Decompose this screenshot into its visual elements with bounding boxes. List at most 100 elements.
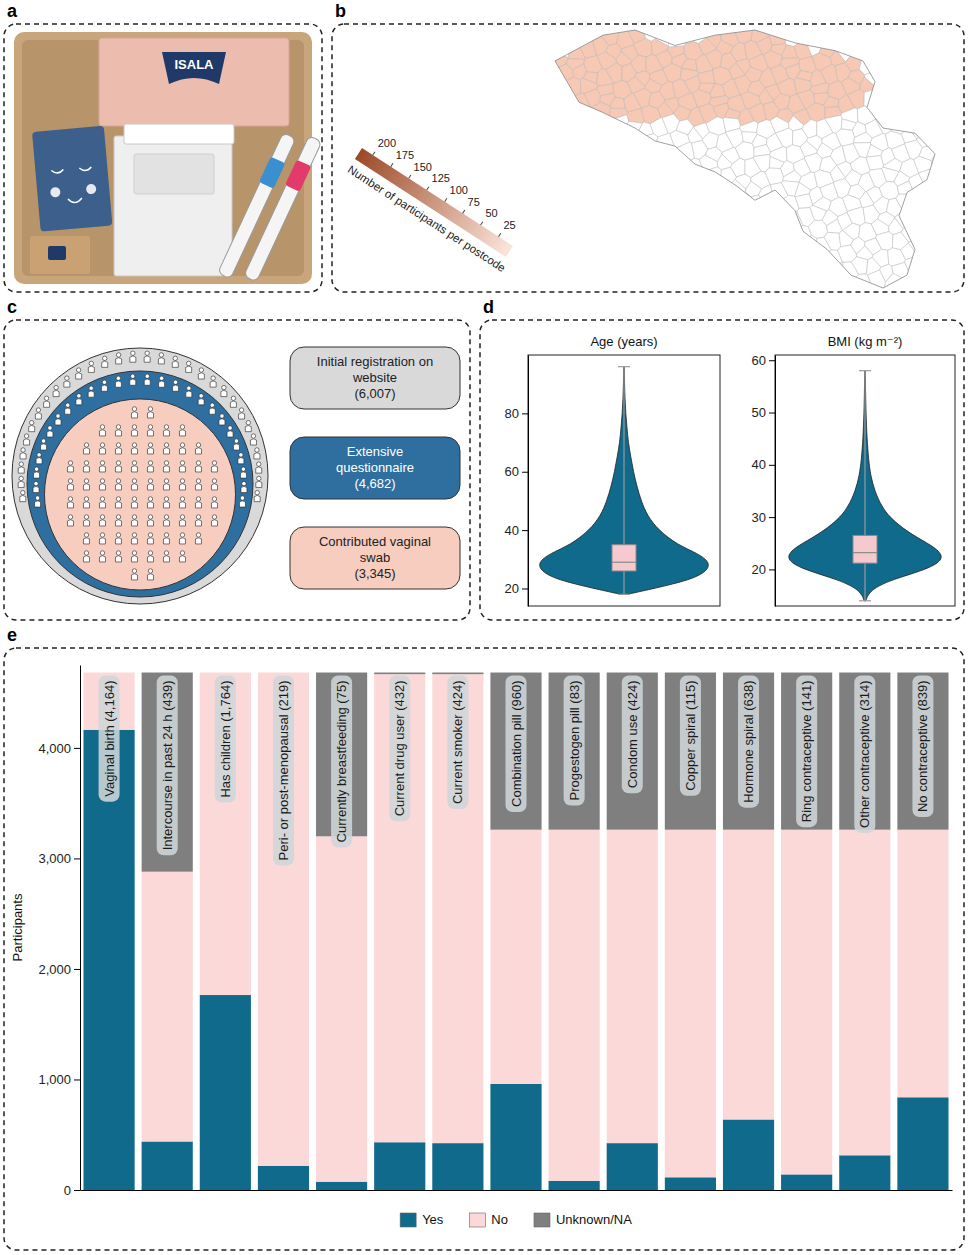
person-head bbox=[37, 453, 41, 457]
person-icon bbox=[179, 515, 185, 526]
person-body bbox=[53, 390, 59, 396]
person-icon bbox=[163, 515, 169, 526]
person-body bbox=[147, 448, 153, 454]
postcode-area bbox=[937, 80, 955, 99]
category-label-text: Hormone spiral (638) bbox=[741, 681, 756, 803]
category-label: Current smoker (424) bbox=[447, 676, 468, 810]
person-body bbox=[64, 381, 70, 387]
tick-mark bbox=[522, 588, 528, 589]
postcode-area bbox=[635, 155, 655, 174]
postcode-area bbox=[556, 262, 574, 280]
postcode-area bbox=[698, 185, 715, 202]
person-icon bbox=[47, 426, 53, 437]
person-body bbox=[147, 484, 153, 490]
person-head bbox=[84, 533, 88, 537]
postcode-area bbox=[628, 194, 647, 210]
legend-item: Yes bbox=[400, 1212, 444, 1227]
person-head bbox=[199, 368, 203, 372]
person-head bbox=[116, 515, 120, 519]
person-icon bbox=[245, 420, 251, 431]
postcode-area bbox=[634, 186, 651, 201]
person-head bbox=[186, 361, 190, 365]
person-body bbox=[35, 501, 41, 507]
person-body bbox=[179, 502, 185, 508]
person-icon bbox=[250, 434, 256, 445]
person-icon bbox=[115, 461, 121, 472]
person-body bbox=[115, 556, 121, 562]
postcode-area bbox=[910, 56, 927, 75]
panel-border bbox=[4, 24, 322, 292]
person-body bbox=[186, 391, 192, 397]
person-body bbox=[179, 466, 185, 472]
tick-label: 30 bbox=[752, 510, 766, 525]
postcode-area bbox=[697, 194, 712, 207]
bar-segment bbox=[374, 1142, 425, 1190]
person-body bbox=[245, 425, 251, 431]
postcode-area bbox=[608, 211, 623, 227]
person-body bbox=[131, 556, 137, 562]
stage-label: Initial registration onwebsite(6,007) bbox=[290, 347, 460, 409]
person-body bbox=[131, 502, 137, 508]
person-head bbox=[66, 403, 70, 407]
postcode-area bbox=[622, 129, 640, 146]
postcode-area bbox=[657, 249, 675, 268]
person-body bbox=[131, 466, 137, 472]
person-body bbox=[115, 381, 121, 387]
postcode-area bbox=[677, 30, 694, 44]
person-body bbox=[179, 484, 185, 490]
person-head bbox=[102, 380, 106, 384]
postcode-area bbox=[595, 186, 610, 204]
person-head bbox=[116, 443, 120, 447]
postcode-area bbox=[847, 207, 865, 226]
person-head bbox=[100, 461, 104, 465]
tick-mark bbox=[522, 530, 528, 531]
bar-segment bbox=[607, 830, 658, 1143]
person-icon bbox=[83, 515, 89, 526]
postcode-area bbox=[921, 118, 941, 136]
postcode-area bbox=[882, 30, 899, 47]
legend-item: No bbox=[469, 1212, 508, 1227]
tick-label: 1,000 bbox=[38, 1072, 71, 1087]
person-icon bbox=[219, 414, 225, 425]
person-head bbox=[148, 443, 152, 447]
person-icon bbox=[67, 461, 73, 472]
logo-text: ISALA bbox=[175, 57, 215, 72]
person-body bbox=[83, 556, 89, 562]
postcode-area bbox=[931, 153, 945, 169]
person-head bbox=[180, 461, 184, 465]
y-axis: 2030405060 bbox=[752, 353, 776, 607]
person-icon bbox=[67, 515, 73, 526]
country-outline bbox=[555, 30, 935, 288]
postcode-area bbox=[717, 269, 731, 288]
postcode-area bbox=[817, 256, 831, 273]
person-head bbox=[196, 533, 200, 537]
postcode-area bbox=[758, 236, 776, 255]
postcode-area bbox=[610, 97, 625, 108]
postcode-area bbox=[682, 194, 699, 211]
postcode-area bbox=[605, 158, 623, 174]
tube-cap bbox=[285, 160, 311, 192]
postcode-area bbox=[564, 194, 584, 213]
postcode-area bbox=[705, 262, 723, 277]
axis-line bbox=[80, 666, 81, 1191]
person-icon bbox=[20, 448, 26, 459]
tick: 30 bbox=[752, 510, 775, 525]
person-body bbox=[83, 502, 89, 508]
person-body bbox=[131, 538, 137, 544]
person-head bbox=[84, 497, 88, 501]
person-body bbox=[76, 373, 82, 379]
postcode-area bbox=[555, 197, 567, 217]
postcode-area bbox=[842, 30, 860, 46]
postcode-area bbox=[641, 247, 659, 260]
tube-body bbox=[244, 136, 322, 282]
postcode-area bbox=[569, 182, 586, 195]
postcode-area bbox=[826, 219, 842, 233]
postcode-area bbox=[945, 41, 955, 62]
postcode-area bbox=[644, 172, 661, 192]
postcode-area bbox=[911, 192, 926, 207]
person-body bbox=[195, 466, 201, 472]
postcode-area bbox=[708, 234, 728, 252]
person-body bbox=[20, 495, 26, 501]
postcode-area bbox=[869, 30, 886, 43]
panel-letter: a bbox=[7, 1, 18, 21]
